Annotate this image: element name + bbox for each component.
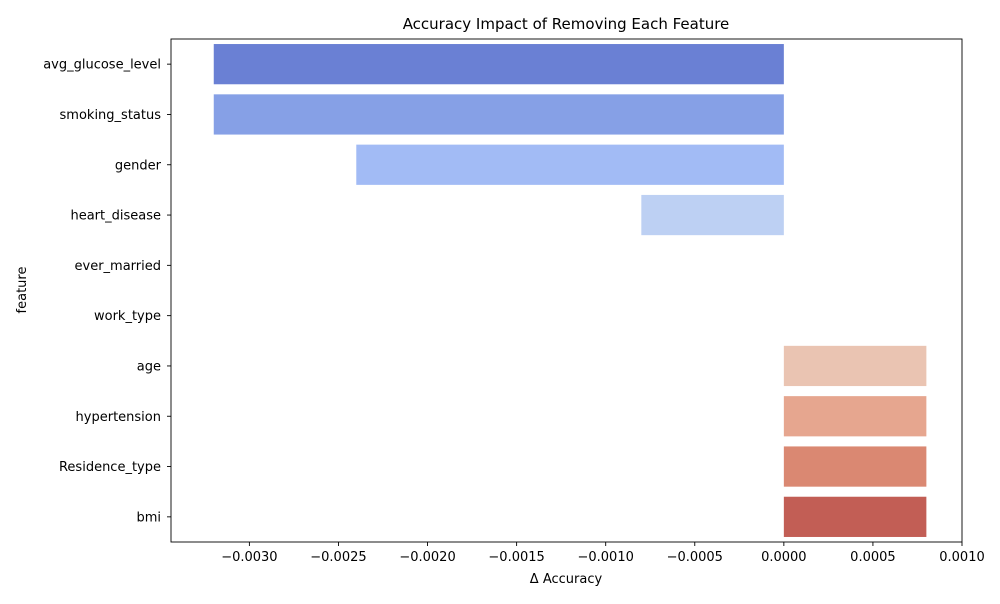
x-tick-label: −0.0020	[399, 550, 455, 565]
x-tick-label: −0.0025	[310, 550, 366, 565]
x-axis: −0.0030 −0.0025 −0.0020 −0.0015 −0.0010 −0.00…	[221, 542, 985, 565]
bar-smoking_status	[213, 94, 784, 135]
bar-age	[783, 345, 927, 387]
y-tick-label: smoking_status	[60, 108, 162, 123]
bar-Residence_type	[783, 446, 927, 487]
bar-heart_disease	[641, 194, 784, 236]
x-tick-label: −0.0010	[577, 550, 633, 565]
x-axis-label: Δ Accuracy	[530, 572, 603, 587]
x-tick-label: 0.0010	[939, 550, 985, 565]
bar-gender	[356, 144, 784, 185]
y-tick-label: Residence_type	[59, 460, 161, 475]
x-tick-label: 0.0005	[850, 550, 896, 565]
y-tick-label: heart_disease	[70, 209, 161, 224]
y-tick-label: work_type	[94, 309, 161, 324]
y-tick-label: avg_glucose_level	[43, 58, 161, 73]
plot-frame	[170, 38, 963, 543]
bar-avg_glucose_level	[213, 44, 784, 85]
x-tick-label: −0.0030	[221, 550, 277, 565]
y-tick-label: bmi	[136, 510, 161, 525]
x-tick-label: −0.0005	[667, 550, 723, 565]
y-tick-label: age	[137, 359, 161, 374]
bars-layer	[213, 44, 927, 537]
x-tick-label: 0.0000	[761, 550, 807, 565]
y-tick-label: hypertension	[76, 410, 161, 425]
y-tick-label: ever_married	[75, 259, 162, 274]
bar-bmi	[783, 496, 927, 537]
bar-hypertension	[783, 396, 927, 437]
y-axis-label: feature	[15, 267, 30, 314]
y-tick-label: gender	[115, 158, 162, 173]
x-tick-label: −0.0015	[488, 550, 544, 565]
chart-title: Accuracy Impact of Removing Each Feature	[403, 15, 730, 33]
